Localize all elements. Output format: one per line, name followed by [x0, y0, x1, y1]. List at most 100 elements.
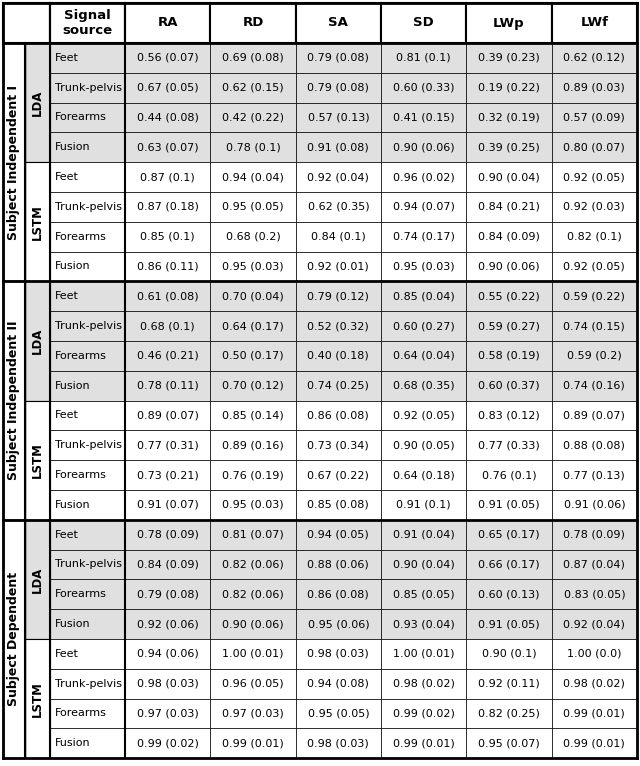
- Bar: [552, 609, 637, 639]
- Bar: [381, 549, 467, 579]
- Bar: [125, 430, 211, 460]
- Bar: [552, 520, 637, 549]
- Text: 0.68 (0.35): 0.68 (0.35): [393, 381, 454, 391]
- Text: 0.92 (0.04): 0.92 (0.04): [307, 172, 369, 182]
- Text: 0.83 (0.12): 0.83 (0.12): [478, 411, 540, 421]
- Text: 0.91 (0.05): 0.91 (0.05): [478, 619, 540, 629]
- Text: 0.68 (0.1): 0.68 (0.1): [140, 321, 195, 331]
- Text: LSTM: LSTM: [31, 204, 44, 240]
- Text: 0.73 (0.34): 0.73 (0.34): [307, 440, 369, 450]
- Bar: [467, 460, 552, 490]
- Bar: [125, 3, 211, 43]
- Text: 0.66 (0.17): 0.66 (0.17): [478, 559, 540, 569]
- Text: 0.78 (0.09): 0.78 (0.09): [137, 530, 198, 540]
- Bar: [3, 3, 50, 43]
- Bar: [552, 43, 637, 73]
- Bar: [552, 73, 637, 103]
- Bar: [467, 251, 552, 281]
- Text: 0.41 (0.15): 0.41 (0.15): [393, 113, 454, 123]
- Bar: [296, 728, 381, 758]
- Text: 0.91 (0.07): 0.91 (0.07): [137, 500, 198, 510]
- Text: 0.85 (0.1): 0.85 (0.1): [140, 231, 195, 242]
- Text: 0.77 (0.33): 0.77 (0.33): [478, 440, 540, 450]
- Bar: [25, 43, 50, 162]
- Text: 0.98 (0.02): 0.98 (0.02): [393, 679, 454, 689]
- Text: 1.00 (0.01): 1.00 (0.01): [222, 649, 284, 659]
- Text: 0.91 (0.04): 0.91 (0.04): [393, 530, 454, 540]
- Bar: [467, 371, 552, 401]
- Text: SA: SA: [328, 17, 348, 30]
- Text: LSTM: LSTM: [31, 681, 44, 716]
- Bar: [296, 43, 381, 73]
- Text: 0.95 (0.05): 0.95 (0.05): [222, 202, 284, 212]
- Bar: [381, 133, 467, 162]
- Text: 0.82 (0.06): 0.82 (0.06): [222, 589, 284, 599]
- Bar: [25, 401, 50, 520]
- Bar: [50, 162, 125, 192]
- Bar: [25, 520, 50, 639]
- Bar: [125, 251, 211, 281]
- Bar: [296, 192, 381, 222]
- Bar: [381, 103, 467, 133]
- Text: 0.79 (0.12): 0.79 (0.12): [307, 291, 369, 301]
- Bar: [467, 3, 552, 43]
- Text: Fusion: Fusion: [55, 261, 91, 271]
- Text: 0.81 (0.1): 0.81 (0.1): [396, 53, 451, 63]
- Bar: [211, 728, 296, 758]
- Text: 0.32 (0.19): 0.32 (0.19): [478, 113, 540, 123]
- Bar: [467, 669, 552, 699]
- Text: Feet: Feet: [55, 172, 79, 182]
- Text: 0.39 (0.23): 0.39 (0.23): [478, 53, 540, 63]
- Bar: [467, 520, 552, 549]
- Text: 0.86 (0.08): 0.86 (0.08): [307, 589, 369, 599]
- Text: 0.84 (0.21): 0.84 (0.21): [478, 202, 540, 212]
- Text: Feet: Feet: [55, 530, 79, 540]
- Text: Fusion: Fusion: [55, 619, 91, 629]
- Text: Subject Independent II: Subject Independent II: [8, 321, 20, 480]
- Text: Trunk-pelvis: Trunk-pelvis: [55, 321, 122, 331]
- Bar: [381, 73, 467, 103]
- Bar: [50, 103, 125, 133]
- Bar: [50, 222, 125, 251]
- Bar: [552, 133, 637, 162]
- Text: Trunk-pelvis: Trunk-pelvis: [55, 202, 122, 212]
- Bar: [211, 192, 296, 222]
- Bar: [552, 341, 637, 371]
- Bar: [296, 281, 381, 311]
- Bar: [467, 73, 552, 103]
- Text: 0.82 (0.06): 0.82 (0.06): [222, 559, 284, 569]
- Bar: [50, 251, 125, 281]
- Text: 0.80 (0.07): 0.80 (0.07): [563, 142, 625, 152]
- Text: Feet: Feet: [55, 411, 79, 421]
- Text: 0.98 (0.03): 0.98 (0.03): [307, 649, 369, 659]
- Bar: [467, 341, 552, 371]
- Text: 0.67 (0.05): 0.67 (0.05): [137, 83, 198, 93]
- Bar: [552, 192, 637, 222]
- Text: 0.19 (0.22): 0.19 (0.22): [478, 83, 540, 93]
- Text: 0.92 (0.03): 0.92 (0.03): [563, 202, 625, 212]
- Bar: [25, 639, 50, 758]
- Text: 0.89 (0.16): 0.89 (0.16): [222, 440, 284, 450]
- Bar: [125, 579, 211, 609]
- Bar: [467, 639, 552, 669]
- Text: 0.50 (0.17): 0.50 (0.17): [222, 351, 284, 361]
- Text: 0.90 (0.04): 0.90 (0.04): [393, 559, 454, 569]
- Bar: [25, 162, 50, 281]
- Bar: [211, 430, 296, 460]
- Bar: [381, 251, 467, 281]
- Text: 0.92 (0.11): 0.92 (0.11): [478, 679, 540, 689]
- Text: 0.67 (0.22): 0.67 (0.22): [307, 470, 369, 480]
- Text: 0.92 (0.06): 0.92 (0.06): [137, 619, 198, 629]
- Bar: [296, 520, 381, 549]
- Text: 0.92 (0.05): 0.92 (0.05): [563, 172, 625, 182]
- Bar: [552, 281, 637, 311]
- Bar: [552, 401, 637, 430]
- Bar: [50, 281, 125, 311]
- Bar: [296, 579, 381, 609]
- Bar: [125, 728, 211, 758]
- Bar: [296, 639, 381, 669]
- Text: 0.99 (0.01): 0.99 (0.01): [222, 738, 284, 748]
- Bar: [211, 162, 296, 192]
- Bar: [211, 43, 296, 73]
- Text: 1.00 (0.01): 1.00 (0.01): [393, 649, 454, 659]
